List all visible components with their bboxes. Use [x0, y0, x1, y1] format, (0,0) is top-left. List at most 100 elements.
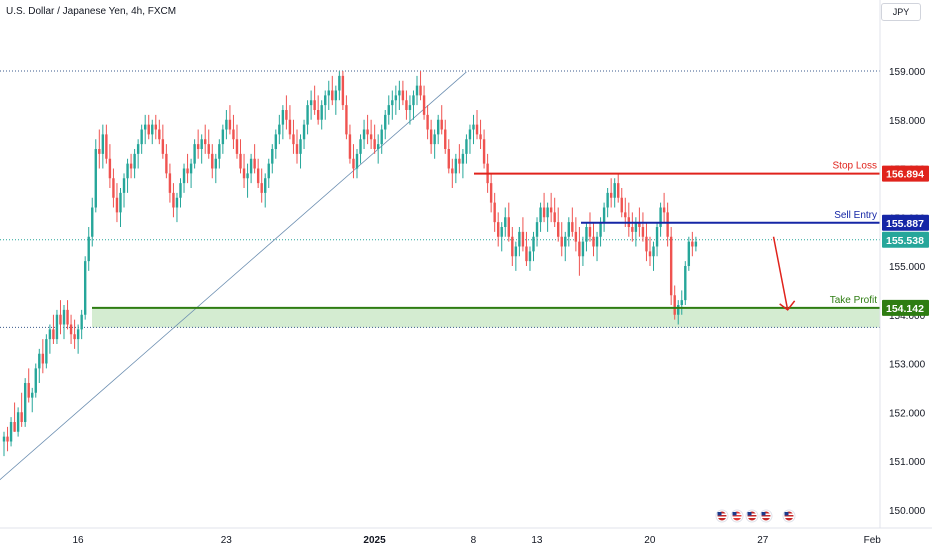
- candle-body: [585, 227, 588, 242]
- candle-body: [193, 144, 196, 164]
- candle-body: [493, 202, 496, 223]
- flag-canton: [747, 512, 752, 516]
- candle-body: [518, 231, 521, 247]
- currency-button[interactable]: JPY: [881, 3, 921, 21]
- candle-body: [320, 105, 323, 120]
- flag-stripe: [717, 516, 727, 518]
- candle-body: [189, 163, 193, 174]
- candle-body: [532, 236, 535, 252]
- candle-body: [6, 436, 9, 442]
- candle-body: [186, 168, 189, 174]
- y-tick-label: 159.000: [889, 67, 926, 78]
- candle-body: [66, 309, 69, 325]
- candle-body: [641, 227, 645, 237]
- stop-loss-tag: [882, 165, 929, 182]
- candle-body: [447, 149, 450, 169]
- candle-body: [468, 129, 472, 140]
- candle-body: [380, 129, 383, 145]
- candle-body: [444, 129, 447, 149]
- take-profit-label: Take Profit: [830, 295, 877, 306]
- sell-arrow-head: [779, 300, 796, 311]
- x-tick-label: 27: [757, 535, 769, 546]
- flag-stripe: [784, 516, 794, 518]
- x-tick-label: 13: [531, 535, 543, 546]
- candle-body: [648, 251, 652, 257]
- candle-body: [331, 90, 334, 101]
- flag-canton: [761, 512, 766, 516]
- candle-body: [592, 236, 595, 247]
- x-tick-label: 20: [644, 535, 656, 546]
- candle-body: [362, 129, 366, 140]
- candle-body: [267, 163, 270, 179]
- candle-body: [59, 314, 62, 325]
- candle-body: [472, 124, 475, 130]
- candle-body: [535, 222, 539, 237]
- candle-body: [20, 412, 23, 422]
- current-price-tag: [882, 231, 929, 248]
- candle-body: [140, 129, 143, 145]
- flag-stripe: [761, 516, 771, 518]
- candle-body: [574, 231, 578, 242]
- candle-body: [48, 329, 52, 340]
- candle-body: [256, 168, 260, 184]
- candle-body: [521, 231, 525, 247]
- candle-body: [391, 100, 394, 106]
- candle-body: [112, 178, 115, 198]
- candle-body: [479, 134, 482, 140]
- candle-body: [422, 95, 426, 115]
- candle-body: [31, 392, 34, 398]
- candle-body: [387, 105, 390, 115]
- candle-body: [514, 246, 518, 257]
- candle-body: [165, 153, 168, 174]
- candle-body: [482, 139, 486, 164]
- current-price-tag-label: 155.538: [886, 235, 924, 247]
- candle-body: [595, 236, 599, 247]
- candle-body: [168, 173, 172, 193]
- support-zone: [92, 307, 880, 328]
- candle-body: [200, 139, 203, 149]
- sell-arrow-shaft: [772, 236, 789, 311]
- candle-body: [345, 105, 348, 135]
- y-tick-label: 152.000: [889, 408, 926, 419]
- candle-body: [221, 129, 225, 145]
- candle-body: [549, 207, 553, 213]
- candle-body: [87, 236, 90, 262]
- candle-body: [373, 139, 376, 149]
- candle-body: [13, 422, 16, 432]
- candle-body: [401, 90, 405, 101]
- candle-body: [295, 144, 299, 154]
- candle-body: [80, 314, 83, 330]
- flag-canton: [732, 512, 737, 516]
- candle-body: [525, 246, 528, 262]
- candle-body: [41, 353, 45, 364]
- candle-body: [119, 192, 122, 213]
- candle-body: [154, 124, 157, 130]
- candle-body: [613, 183, 616, 198]
- candle-body: [465, 139, 468, 154]
- candle-body: [528, 251, 532, 262]
- candle-body: [158, 129, 161, 140]
- candle-body: [659, 207, 662, 227]
- candle-body: [352, 158, 355, 169]
- candle-body: [327, 90, 330, 96]
- candle-body: [677, 305, 680, 315]
- candle-body: [451, 168, 454, 174]
- candle-body: [578, 241, 581, 257]
- candle-body: [52, 329, 55, 340]
- candle-body: [23, 383, 27, 422]
- flag-stripe: [747, 516, 757, 518]
- candle-body: [285, 110, 288, 120]
- candle-body: [313, 100, 316, 110]
- candle-body: [126, 163, 129, 179]
- candle-body: [571, 222, 574, 232]
- candle-body: [436, 119, 440, 135]
- candle-body: [680, 300, 683, 305]
- candle-body: [232, 129, 235, 140]
- candle-body: [415, 85, 419, 96]
- x-tick-label: 8: [471, 535, 477, 546]
- candle-body: [278, 124, 281, 135]
- candle-body: [274, 134, 278, 149]
- candle-body: [182, 168, 186, 184]
- candle-body: [214, 158, 217, 169]
